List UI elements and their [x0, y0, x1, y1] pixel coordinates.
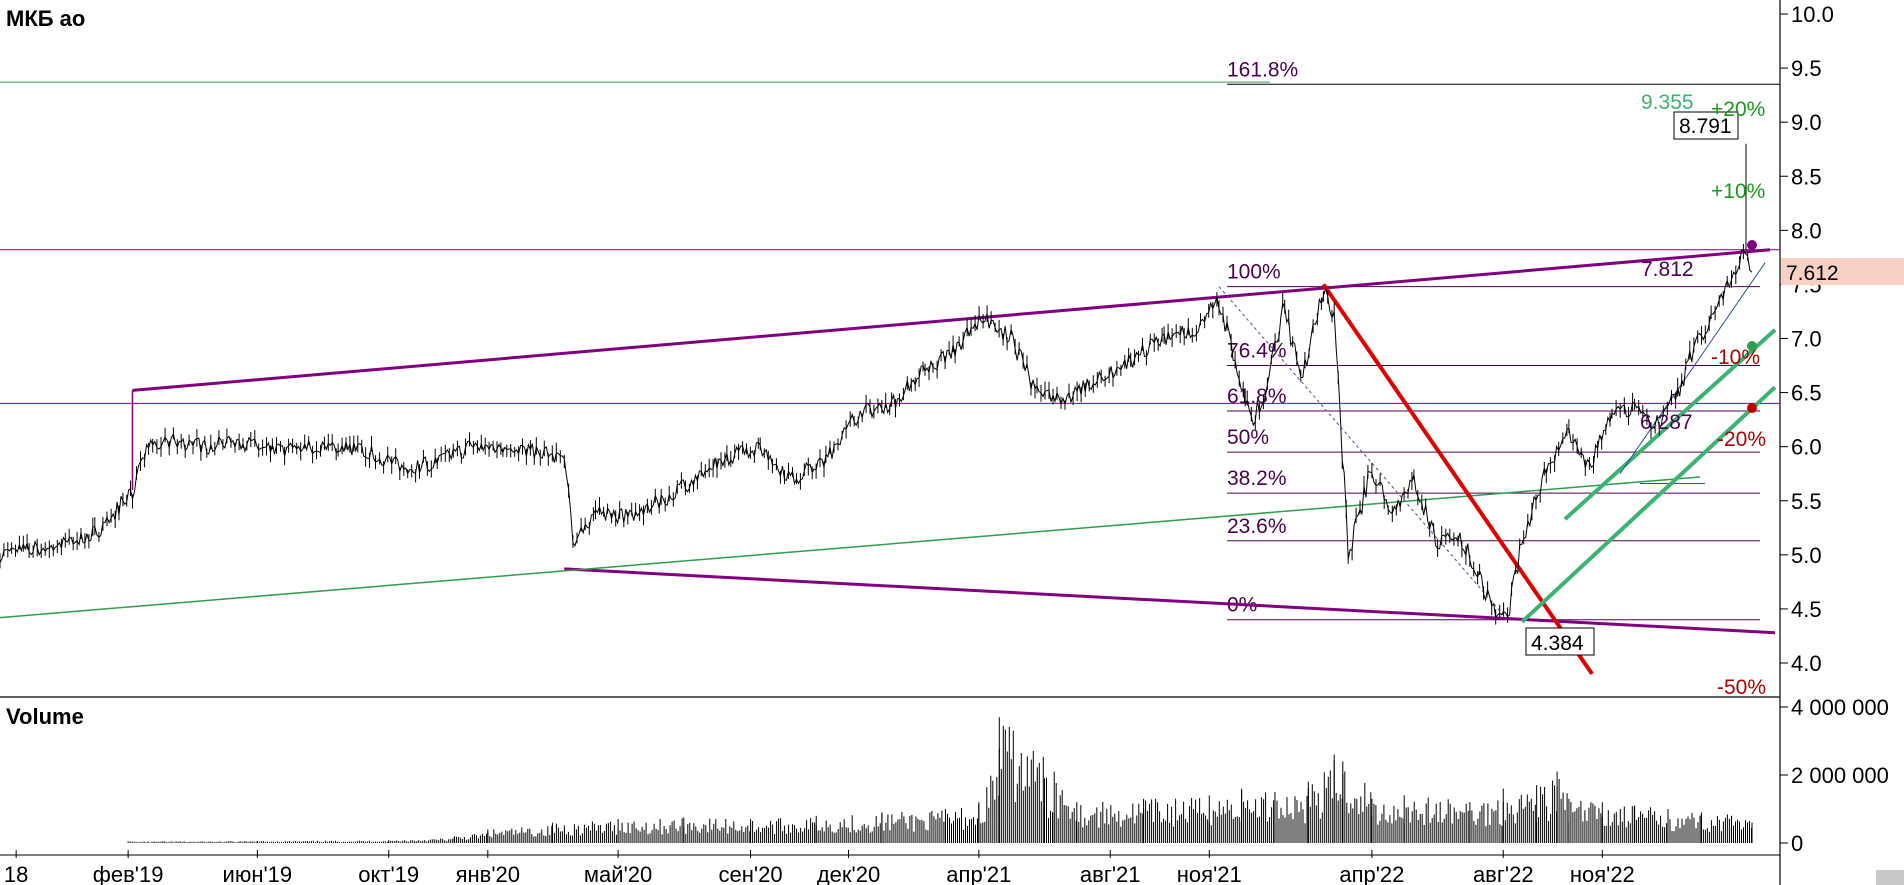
- x-tick-label: апр'22: [1339, 862, 1404, 885]
- marker-dot-red: [1747, 403, 1757, 413]
- y-tick-label: 5.0: [1791, 543, 1822, 568]
- pct-plus20-label: +20%: [1711, 98, 1765, 121]
- y-tick-label: 5.5: [1791, 489, 1822, 514]
- x-tick-label: 18: [4, 862, 28, 885]
- fib-level-label: 161.8%: [1227, 58, 1298, 81]
- x-tick-label: дек'20: [817, 862, 880, 885]
- price-y-axis-ticks: 10.09.59.08.58.07.57.06.56.05.55.04.54.0: [1780, 2, 1834, 676]
- channel-upper-line: [132, 248, 1771, 392]
- x-tick-label: апр'21: [946, 862, 1011, 885]
- x-tick-label: сен'20: [719, 862, 783, 885]
- annotations: МКБ ао Volume 7.612 9.355 8.791 7.812 6.…: [6, 6, 1904, 729]
- volume-y-tick-label: 4 000 000: [1791, 695, 1889, 720]
- low-price-box: [1525, 627, 1595, 656]
- volume-y-tick-label: 2 000 000: [1791, 763, 1889, 788]
- volume-panel-title: Volume: [6, 704, 84, 729]
- y-tick-label: 4.0: [1791, 651, 1822, 676]
- y-tick-label: 6.5: [1791, 381, 1822, 406]
- volume-bars-path: [127, 725, 1752, 843]
- last-high-label: 8.791: [1679, 115, 1732, 138]
- fib-level-label: 100%: [1227, 261, 1281, 284]
- y-tick-label: 7.0: [1791, 327, 1822, 352]
- volume-y-tick-label: 0: [1791, 831, 1803, 856]
- last-high-box: [1673, 111, 1739, 140]
- marker-dot-top: [1747, 240, 1757, 250]
- long-support-line: [0, 476, 1701, 619]
- pct-minus50-label: -50%: [1717, 676, 1766, 699]
- fib-level-label: 23.6%: [1227, 515, 1287, 538]
- marker-dot-green: [1747, 341, 1757, 351]
- y-tick-label: 8.5: [1791, 164, 1822, 189]
- scrollbar-thumb[interactable]: [1876, 870, 1904, 885]
- fib-diagonal-line: [1218, 286, 1508, 621]
- x-tick-label: май'20: [584, 862, 652, 885]
- fib-levels: 161.8%100%76.4%61.8%50%38.2%23.6%0%: [1226, 58, 1780, 621]
- x-tick-label: янв'20: [456, 862, 520, 885]
- x-tick-label: авг'22: [1473, 862, 1534, 885]
- pct-plus10-label: +10%: [1711, 180, 1765, 203]
- y-tick-label: 9.5: [1791, 56, 1822, 81]
- x-tick-label: июн'19: [223, 862, 293, 885]
- x-tick-label: авг'21: [1080, 862, 1141, 885]
- red-downtrend-line: [1321, 283, 1594, 675]
- y-tick-label: 4.5: [1791, 597, 1822, 622]
- last-price-label: 7.612: [1786, 262, 1839, 285]
- steep-uptrend-line: [1619, 262, 1766, 474]
- x-tick-label: ноя'21: [1177, 862, 1242, 885]
- level-label-7812: 7.812: [1641, 258, 1694, 281]
- chart-title: МКБ ао: [6, 6, 85, 31]
- y-tick-label: 6.0: [1791, 435, 1822, 460]
- channel-lower-line: [564, 567, 1776, 635]
- date-axis-ticks: 18 фев'19 июн'19 окт'19 янв'20 май'20 сен'20 де…: [4, 850, 1635, 885]
- volume-bars: [127, 717, 1753, 843]
- fib-level-label: 61.8%: [1227, 385, 1287, 408]
- high-price-label: 9.355: [1641, 91, 1694, 114]
- price-line: [0, 244, 1753, 625]
- pct-minus20-label: -20%: [1717, 428, 1766, 451]
- y-tick-label: 10.0: [1791, 2, 1834, 27]
- fib-level-label: 50%: [1227, 426, 1269, 449]
- last-price-box: [1781, 258, 1904, 285]
- low-price-label: 4.384: [1531, 632, 1584, 655]
- price-series: [0, 244, 1753, 625]
- mid-price-label: 6.287: [1640, 411, 1693, 434]
- uptrend-line-2: [1563, 328, 1777, 521]
- fib-level-label: 76.4%: [1227, 340, 1287, 363]
- x-tick-label: ноя'22: [1570, 862, 1635, 885]
- x-tick-label: окт'19: [358, 862, 419, 885]
- uptrend-line-1: [1520, 385, 1777, 624]
- trend-lines: [0, 81, 1780, 675]
- x-tick-label: фев'19: [93, 862, 164, 885]
- y-tick-label: 8.0: [1791, 218, 1822, 243]
- pct-minus10-label: -10%: [1711, 346, 1760, 369]
- y-tick-label: 9.0: [1791, 110, 1822, 135]
- volume-y-axis-ticks: 4 000 000 2 000 000 0: [1780, 695, 1889, 856]
- fib-level-label: 38.2%: [1227, 467, 1287, 490]
